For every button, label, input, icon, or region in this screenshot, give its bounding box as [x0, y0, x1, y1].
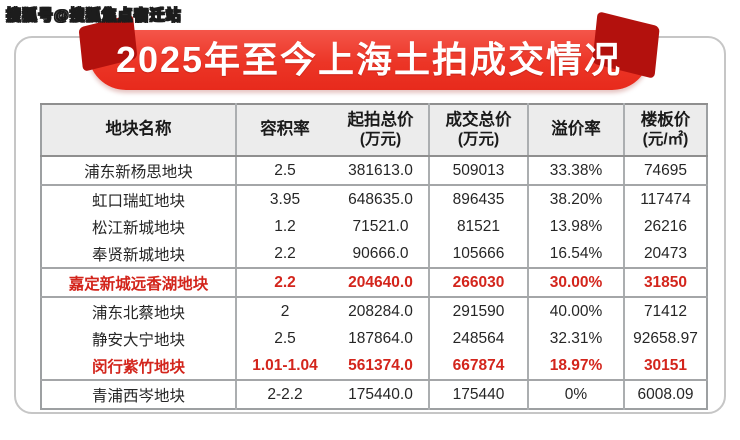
- cell-floor_price: 74695: [624, 156, 707, 186]
- cell-floor_price: 30151: [624, 352, 707, 381]
- table-row: 松江新城地块 1.2 71521.0 81521 13.98% 26216: [41, 213, 707, 240]
- cell-floor_price: 71412: [643, 302, 688, 320]
- cell-floor_price: 6008.09: [637, 385, 694, 403]
- column-header-3: 成交总价 (万元): [429, 103, 529, 157]
- table-header: 地块名称 容积率 起拍总价 (万元) 成交总价 (万元) 溢价率 楼板价 (元/㎡): [41, 103, 707, 157]
- cell-name: 嘉定新城远香湖地块: [41, 268, 237, 298]
- table-body: 浦东新杨思地块 2.5 381613.0 509013 33.38% 74695 虹口瑞虹地…: [41, 156, 707, 409]
- cell-plot_ratio: 2.2: [236, 240, 333, 269]
- cell-premium: 38.20%: [528, 185, 625, 213]
- cell-name: 奉贤新城地块: [41, 240, 237, 269]
- banner-ribbon: 2025年至今上海土拍成交情况: [88, 30, 650, 90]
- column-header-0: 地块名称: [41, 103, 237, 157]
- cell-floor_price: 31850: [624, 268, 707, 298]
- table-row: 虹口瑞虹地块 3.95 648635.0 896435 38.20% 117474: [41, 185, 707, 213]
- cell-premium: 32.31%: [528, 325, 625, 352]
- cell-plot_ratio: 2-2.2: [267, 385, 303, 403]
- table-row: 浦东新杨思地块 2.5 381613.0 509013 33.38% 74695: [41, 156, 707, 186]
- cell-premium: 0%: [528, 380, 625, 409]
- cell-deal_price: 667874: [429, 352, 529, 381]
- column-header-2: 起拍总价 (万元): [333, 103, 430, 157]
- cell-name: 虹口瑞虹地块: [41, 185, 237, 213]
- cell-premium: 40.00%: [528, 297, 625, 325]
- cell-start_price: 204640.0: [333, 268, 430, 298]
- cell-start_price: 648635.0: [333, 185, 430, 213]
- table-header-row: 地块名称 容积率 起拍总价 (万元) 成交总价 (万元) 溢价率 楼板价 (元/㎡): [41, 103, 707, 157]
- cell-floor_price: 20473: [624, 240, 707, 269]
- column-header-5: 楼板价 (元/㎡): [624, 103, 707, 157]
- table-row: 奉贤新城地块 2.2 90666.0 105666 16.54% 20473: [41, 240, 707, 269]
- cell-premium: 13.98%: [528, 213, 625, 240]
- cell-name: 浦东北蔡地块: [41, 297, 237, 325]
- cell-plot_ratio: 2: [280, 302, 290, 320]
- table-row: 嘉定新城远香湖地块 2.2 204640.0 266030 30.00% 31850: [41, 268, 707, 298]
- cell-deal_price: 248564: [429, 325, 529, 352]
- column-header-4: 溢价率: [528, 103, 625, 157]
- cell-start_price: 561374.0: [333, 352, 430, 381]
- cell-start_price: 71521.0: [333, 213, 430, 240]
- cell-floor_price: 117474: [640, 190, 691, 208]
- cell-name: 闵行紫竹地块: [41, 352, 237, 381]
- cell-plot_ratio: 3.95: [269, 190, 301, 208]
- cell-start_price: 175440.0: [333, 380, 430, 409]
- cell-premium: 33.38%: [528, 156, 625, 186]
- table-row: 闵行紫竹地块 1.01-1.04 561374.0 667874 18.97% 30151: [41, 352, 707, 381]
- table-row: 静安大宁地块 2.5 187864.0 248564 32.31% 92658.97: [41, 325, 707, 352]
- cell-name: 静安大宁地块: [41, 325, 237, 352]
- cell-floor_price: 92658.97: [633, 329, 698, 347]
- cell-name: 青浦西岑地块: [41, 380, 237, 409]
- cell-name: 松江新城地块: [41, 213, 237, 240]
- cell-start_price: 208284.0: [333, 297, 430, 325]
- cell-plot_ratio: 1.01-1.04: [236, 352, 333, 381]
- land-auction-table-wrap: 地块名称 容积率 起拍总价 (万元) 成交总价 (万元) 溢价率 楼板价 (元/㎡) 浦东新杨思…: [40, 103, 708, 410]
- cell-plot_ratio: 2.5: [236, 156, 333, 186]
- cell-deal_price: 81521: [429, 213, 529, 240]
- cell-deal_price: 291590: [429, 297, 529, 325]
- cell-plot_ratio: 2.5: [274, 329, 296, 347]
- cell-plot_ratio: 1.2: [274, 217, 296, 235]
- cell-deal_price: 266030: [429, 268, 529, 298]
- cell-premium: 18.97%: [528, 352, 625, 381]
- cell-start_price: 90666.0: [333, 240, 430, 269]
- table-row: 青浦西岑地块 2-2.2 175440.0 175440 0% 6008.09: [41, 380, 707, 409]
- page-title: 2025年至今上海土拍成交情况: [115, 39, 623, 80]
- cell-deal_price: 509013: [429, 156, 529, 186]
- cell-plot_ratio: 2.2: [236, 268, 333, 298]
- cell-name: 浦东新杨思地块: [41, 156, 237, 186]
- column-header-1: 容积率: [236, 103, 333, 157]
- cell-deal_price: 175440: [429, 380, 529, 409]
- cell-premium: 30.00%: [528, 268, 625, 298]
- cell-deal_price: 896435: [429, 185, 529, 213]
- cell-deal_price: 105666: [429, 240, 529, 269]
- cell-start_price: 187864.0: [333, 325, 430, 352]
- cell-start_price: 381613.0: [333, 156, 430, 186]
- watermark-sohu: 搜狐号@搜狐焦点宿迁站: [6, 7, 182, 25]
- land-auction-table: 地块名称 容积率 起拍总价 (万元) 成交总价 (万元) 溢价率 楼板价 (元/㎡) 浦东新杨思…: [40, 103, 708, 410]
- cell-premium: 16.54%: [528, 240, 625, 269]
- table-row: 浦东北蔡地块 2 208284.0 291590 40.00% 71412: [41, 297, 707, 325]
- cell-floor_price: 26216: [643, 217, 688, 235]
